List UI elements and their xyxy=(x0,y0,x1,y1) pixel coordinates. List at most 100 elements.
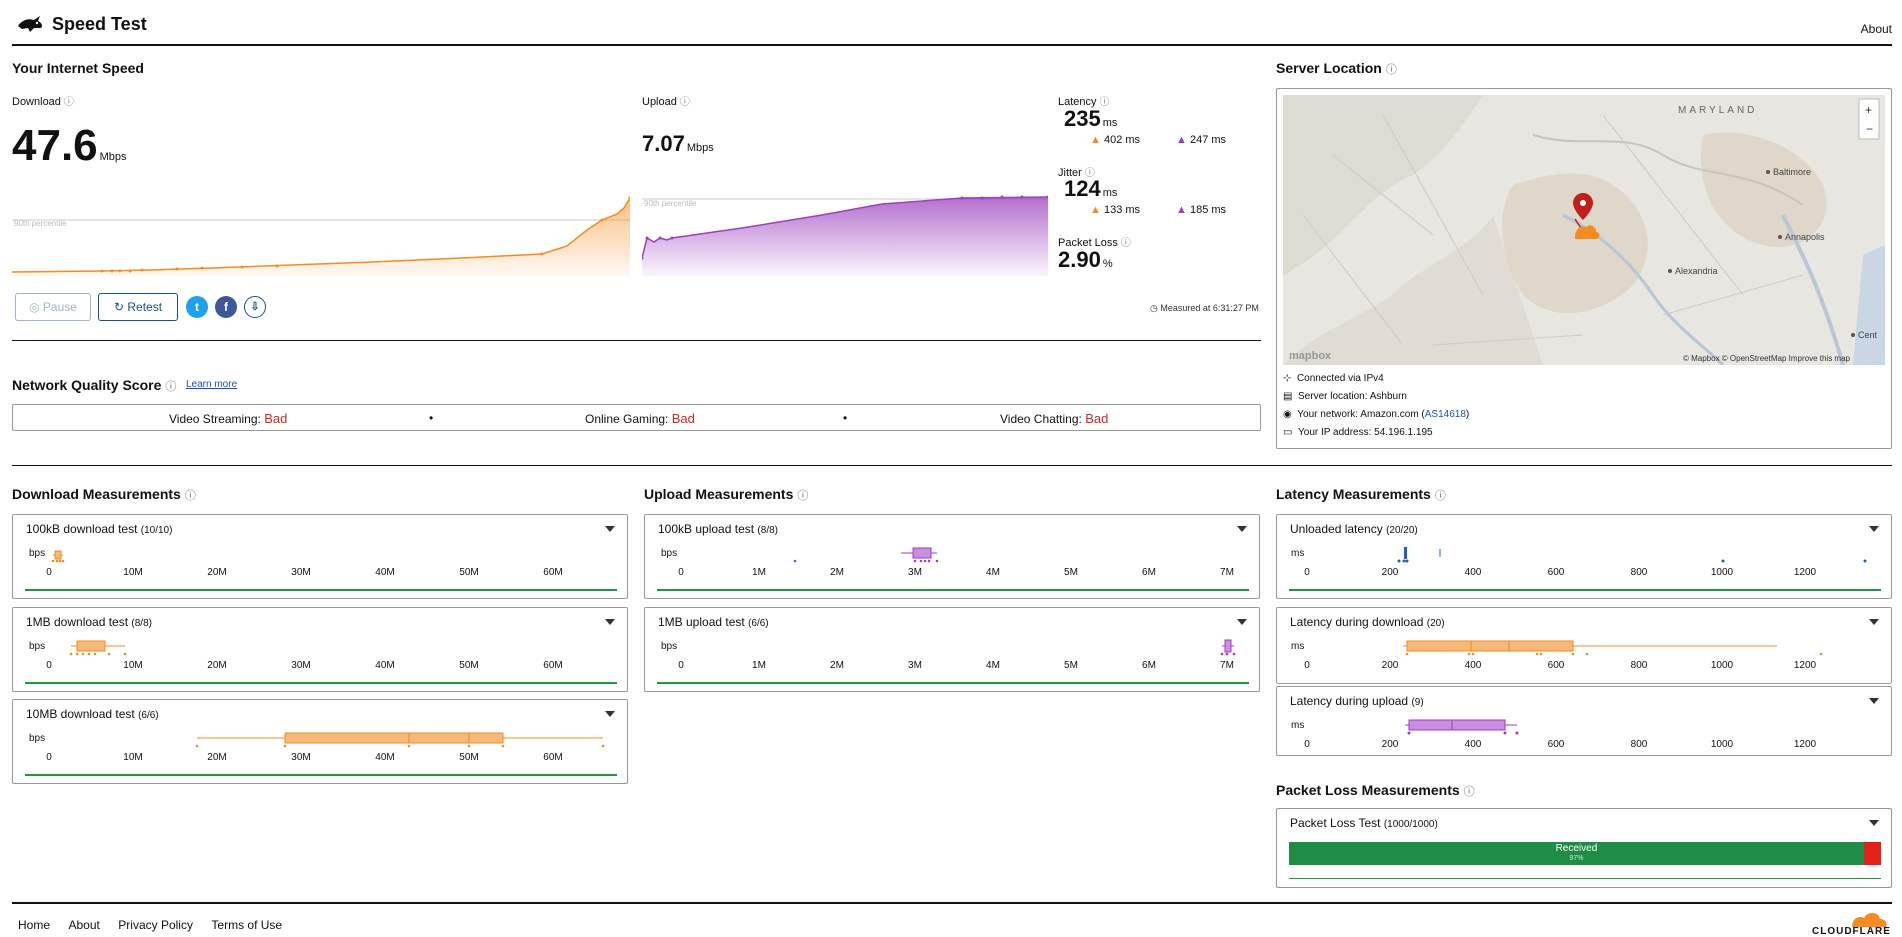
download-results-icon[interactable]: ⇩ xyxy=(244,296,266,318)
axis-tick-label: 60M xyxy=(543,567,563,578)
axis-tick-label: 0 xyxy=(1304,660,1310,671)
axis-unit: bps xyxy=(29,733,46,744)
video-streaming-score: Video Streaming: Bad xyxy=(169,411,288,426)
network-row: ◉ Your network: Amazon.com (AS14618) xyxy=(1283,409,1470,420)
map-label-annapolis: Annapolis xyxy=(1785,232,1825,242)
upload-info-icon[interactable]: ⓘ xyxy=(679,97,690,108)
axis-ticks: 0 1M 2M 3M 4M 5M 6M 7M xyxy=(645,660,1261,674)
test-title: Packet Loss Test (1000/1000) xyxy=(1290,816,1438,830)
pause-button[interactable]: ◎ Pause xyxy=(15,293,91,321)
asn-link[interactable]: AS14618 xyxy=(1424,409,1466,420)
axis-tick-label: 800 xyxy=(1630,567,1648,578)
axis-ticks: 0 200 400 600 800 1000 1200 xyxy=(1277,567,1893,581)
speed-section-title: Your Internet Speed xyxy=(12,60,144,76)
latency-during-upload-test: Latency during upload (9) ms 0 200 400 600 8… xyxy=(1276,686,1892,756)
box-plot xyxy=(1405,719,1519,735)
status-bar xyxy=(657,589,1249,591)
axis-tick-label: 3M xyxy=(908,567,922,578)
axis-tick-label: 400 xyxy=(1464,739,1482,750)
zoom-out-icon: − xyxy=(1866,122,1873,136)
status-bar xyxy=(657,682,1249,684)
chevron-down-icon[interactable] xyxy=(605,711,615,717)
latency-label: Latency ⓘ xyxy=(1058,96,1110,108)
packet-loss-info-icon[interactable]: ⓘ xyxy=(1120,238,1131,249)
jitter-info-icon[interactable]: ⓘ xyxy=(1084,168,1095,179)
axis-tick-label: 200 xyxy=(1381,567,1399,578)
axis-unit: ms xyxy=(1291,548,1305,559)
latency-upload: ▲ 247 ms xyxy=(1176,134,1227,146)
upload-measurements-info-icon[interactable]: ⓘ xyxy=(797,490,809,502)
axis-tick-label: 50M xyxy=(459,752,479,763)
latency-info-icon[interactable]: ⓘ xyxy=(1099,97,1110,108)
chevron-down-icon[interactable] xyxy=(605,526,615,532)
axis-tick-label: 60M xyxy=(543,752,563,763)
axis-tick-label: 5M xyxy=(1064,567,1078,578)
clock-icon: ◷ xyxy=(1150,303,1161,313)
axis-ticks: 0 200 400 600 800 1000 1200 xyxy=(1277,660,1893,674)
chevron-down-icon[interactable] xyxy=(1869,619,1879,625)
server-info-icon[interactable]: ⓘ xyxy=(1385,64,1397,76)
axis-tick-label: 1200 xyxy=(1793,660,1817,671)
box-plot xyxy=(793,547,939,563)
download-measurements-info-icon[interactable]: ⓘ xyxy=(184,490,196,502)
axis-tick-label: 1000 xyxy=(1710,660,1734,671)
chevron-down-icon[interactable] xyxy=(1237,619,1247,625)
about-link[interactable]: About xyxy=(1860,22,1892,36)
chevron-down-icon[interactable] xyxy=(1869,820,1879,826)
box-plot xyxy=(195,732,605,748)
test-title: 1MB upload test (6/6) xyxy=(658,615,769,629)
footer-privacy-link[interactable]: Privacy Policy xyxy=(118,918,193,932)
box-plot xyxy=(1397,547,1867,563)
axis-tick-label: 1000 xyxy=(1710,739,1734,750)
footer-home-link[interactable]: Home xyxy=(18,918,51,932)
chevron-down-icon[interactable] xyxy=(1869,526,1879,532)
axis-tick-label: 200 xyxy=(1381,739,1399,750)
chevron-down-icon[interactable] xyxy=(605,619,615,625)
pause-icon: ◎ xyxy=(29,300,40,314)
connection-row: ⊹ Connected via IPv4 xyxy=(1283,373,1384,384)
box-plot xyxy=(1403,640,1823,656)
axis-tick-label: 30M xyxy=(291,752,311,763)
axis-tick-label: 50M xyxy=(459,660,479,671)
axis-tick-label: 2M xyxy=(830,567,844,578)
axis-ticks: 0 200 400 600 800 1000 1200 xyxy=(1277,739,1893,753)
packet-loss-test: Packet Loss Test (1000/1000) Received 97… xyxy=(1276,808,1892,888)
upload-percentile-label: 90th percentile xyxy=(644,199,697,208)
packet-loss-measurements-info-icon[interactable]: ⓘ xyxy=(1463,786,1475,798)
facebook-share-icon[interactable]: f xyxy=(215,296,237,318)
chevron-down-icon[interactable] xyxy=(1237,526,1247,532)
test-title: 1MB download test (8/8) xyxy=(26,615,152,629)
separator-dot: • xyxy=(429,411,434,425)
download-arrow-icon: ▲ xyxy=(1090,204,1101,216)
download-info-icon[interactable]: ⓘ xyxy=(63,97,74,108)
chevron-down-icon[interactable] xyxy=(1869,698,1879,704)
box-plot xyxy=(69,640,127,656)
footer-terms-link[interactable]: Terms of Use xyxy=(211,918,283,932)
download-label: Download ⓘ xyxy=(12,96,74,108)
download-value: 47.6 Mbps xyxy=(12,121,127,170)
retest-button[interactable]: ↻ Retest xyxy=(98,293,178,321)
learn-more-link[interactable]: Learn more xyxy=(186,379,238,390)
twitter-share-icon[interactable]: t xyxy=(186,296,208,318)
axis-tick-label: 40M xyxy=(375,660,395,671)
footer-about-link[interactable]: About xyxy=(68,918,100,932)
axis-tick-label: 6M xyxy=(1142,660,1156,671)
axis-tick-label: 6M xyxy=(1142,567,1156,578)
jitter-upload: ▲ 185 ms xyxy=(1176,204,1227,216)
axis-tick-label: 0 xyxy=(46,660,52,671)
upload-label: Upload ⓘ xyxy=(642,96,690,108)
axis-tick-label: 400 xyxy=(1464,660,1482,671)
latency-measurements-info-icon[interactable]: ⓘ xyxy=(1434,490,1446,502)
nqs-info-icon[interactable]: ⓘ xyxy=(165,381,177,393)
axis-tick-label: 0 xyxy=(1304,739,1310,750)
jitter-value: 124 ms xyxy=(1064,176,1118,201)
unloaded-latency-test: Unloaded latency (20/20) ms 0 200 400 600 80… xyxy=(1276,514,1892,599)
download-test-1mb: 1MB download test (8/8) bps 0 10M 20M 30M 40… xyxy=(12,607,628,692)
divider xyxy=(12,340,1261,341)
header: Speed Test About xyxy=(12,8,1892,46)
axis-tick-label: 20M xyxy=(207,567,227,578)
axis-unit: bps xyxy=(29,641,46,652)
axis-ticks: 0 10M 20M 30M 40M 50M 60M xyxy=(13,660,629,674)
map-label-cent: Cent xyxy=(1858,330,1878,340)
server-map[interactable]: MARYLAND Baltimore Annapolis Alexandria … xyxy=(1283,95,1885,365)
